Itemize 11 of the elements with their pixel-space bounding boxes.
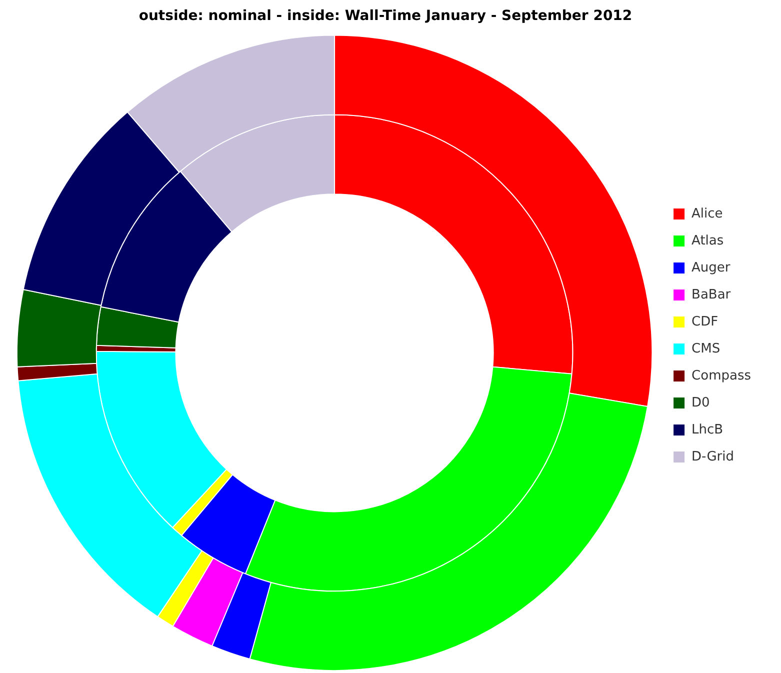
legend-label: Auger (692, 260, 731, 276)
legend-label: BaBar (692, 287, 732, 302)
legend-label: CDF (692, 314, 718, 330)
legend-label: CMS (692, 341, 720, 356)
chart-title: outside: nominal - inside: Wall-Time January - September 2012 (138, 8, 632, 24)
legend-label: D-Grid (692, 449, 734, 464)
legend-label: Alice (692, 206, 723, 222)
legend-label: D0 (692, 395, 710, 410)
legend-label: Compass (692, 368, 752, 384)
legend-label: LhcB (692, 422, 724, 438)
legend-label: Atlas (692, 233, 724, 248)
